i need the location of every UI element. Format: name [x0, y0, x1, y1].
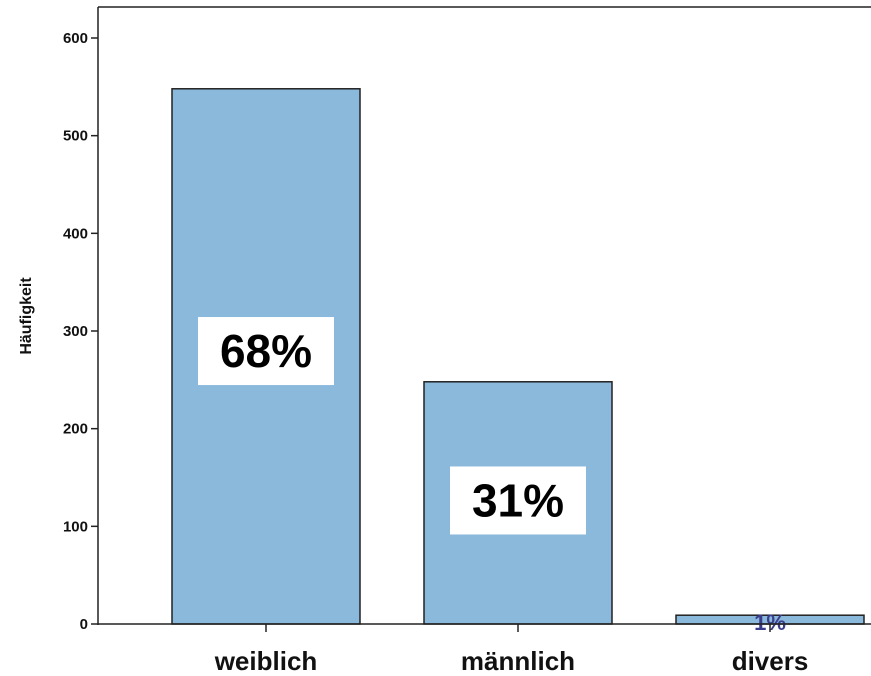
y-tick-label: 400: [63, 225, 88, 242]
x-tick-label: weiblich: [214, 646, 318, 676]
x-axis: weiblich männlich divers: [98, 623, 871, 676]
data-label-box: [198, 317, 334, 386]
x-tick-label: männlich: [461, 646, 575, 676]
y-tick-label: 100: [63, 518, 88, 535]
y-axis: 0 100 200 300 400 500 600: [63, 30, 98, 633]
data-label-box: [450, 466, 586, 535]
x-tick-label: divers: [732, 646, 809, 676]
bars: 68%31%1%: [171, 88, 865, 635]
y-axis-label: Häufigkeit: [18, 277, 35, 355]
y-tick-label: 600: [63, 30, 88, 47]
y-tick-label: 200: [63, 421, 88, 438]
plot-frame: [97, 6, 871, 625]
data-label: 31%: [472, 474, 564, 526]
y-tick-label: 500: [63, 128, 88, 145]
y-tick-label: 300: [63, 323, 88, 340]
data-label: 68%: [220, 325, 312, 377]
y-tick-label: 0: [80, 616, 88, 633]
